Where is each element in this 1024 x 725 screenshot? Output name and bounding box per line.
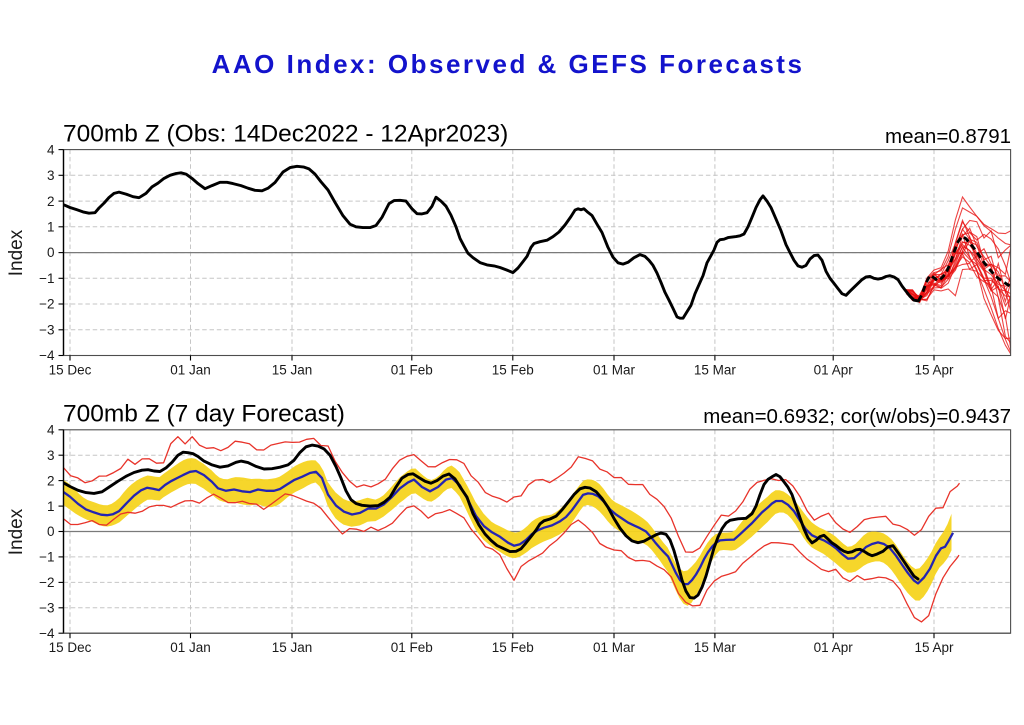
svg-text:3: 3 bbox=[47, 168, 55, 183]
svg-text:15 Jan: 15 Jan bbox=[272, 363, 313, 378]
svg-text:−3: −3 bbox=[39, 601, 54, 616]
svg-text:0: 0 bbox=[47, 524, 55, 539]
svg-text:0: 0 bbox=[47, 245, 55, 260]
svg-text:15 Feb: 15 Feb bbox=[492, 640, 534, 655]
svg-text:15 Feb: 15 Feb bbox=[492, 363, 534, 378]
svg-text:01 Feb: 01 Feb bbox=[391, 640, 433, 655]
svg-text:AAO Index: Observed & GEFS For: AAO Index: Observed & GEFS Forecasts bbox=[212, 49, 805, 79]
svg-text:01 Apr: 01 Apr bbox=[814, 363, 854, 378]
svg-text:4: 4 bbox=[47, 142, 55, 157]
svg-text:01 Jan: 01 Jan bbox=[170, 640, 211, 655]
svg-text:01 Mar: 01 Mar bbox=[593, 640, 636, 655]
svg-text:15 Mar: 15 Mar bbox=[694, 640, 737, 655]
svg-text:01 Jan: 01 Jan bbox=[170, 363, 211, 378]
svg-text:700mb Z (Obs: 14Dec2022 - 12Ap: 700mb Z (Obs: 14Dec2022 - 12Apr2023) bbox=[63, 121, 508, 148]
svg-text:mean=0.8791: mean=0.8791 bbox=[885, 125, 1011, 148]
svg-text:15 Dec: 15 Dec bbox=[49, 363, 92, 378]
svg-text:1: 1 bbox=[47, 499, 55, 514]
svg-text:4: 4 bbox=[47, 423, 55, 438]
svg-text:Index: Index bbox=[6, 229, 27, 276]
svg-text:700mb Z (7 day Forecast): 700mb Z (7 day Forecast) bbox=[63, 401, 345, 428]
svg-text:−4: −4 bbox=[39, 348, 55, 363]
svg-text:15 Dec: 15 Dec bbox=[49, 640, 92, 655]
svg-text:Index: Index bbox=[6, 508, 27, 555]
svg-text:15 Jan: 15 Jan bbox=[272, 640, 313, 655]
svg-text:−2: −2 bbox=[39, 575, 54, 590]
svg-text:01 Feb: 01 Feb bbox=[391, 363, 433, 378]
svg-text:15 Apr: 15 Apr bbox=[914, 640, 954, 655]
svg-text:15 Apr: 15 Apr bbox=[914, 363, 954, 378]
svg-text:−1: −1 bbox=[39, 271, 54, 286]
svg-text:−2: −2 bbox=[39, 297, 54, 312]
svg-text:2: 2 bbox=[47, 194, 55, 209]
svg-text:01 Mar: 01 Mar bbox=[593, 363, 636, 378]
svg-text:01 Apr: 01 Apr bbox=[814, 640, 854, 655]
svg-text:−4: −4 bbox=[39, 626, 55, 641]
svg-text:3: 3 bbox=[47, 448, 55, 463]
svg-text:mean=0.6932; cor(w/obs)=0.9437: mean=0.6932; cor(w/obs)=0.9437 bbox=[703, 405, 1011, 428]
svg-text:1: 1 bbox=[47, 220, 55, 235]
svg-text:−1: −1 bbox=[39, 550, 54, 565]
svg-text:15 Mar: 15 Mar bbox=[694, 363, 737, 378]
svg-text:−3: −3 bbox=[39, 323, 54, 338]
svg-text:2: 2 bbox=[47, 473, 55, 488]
